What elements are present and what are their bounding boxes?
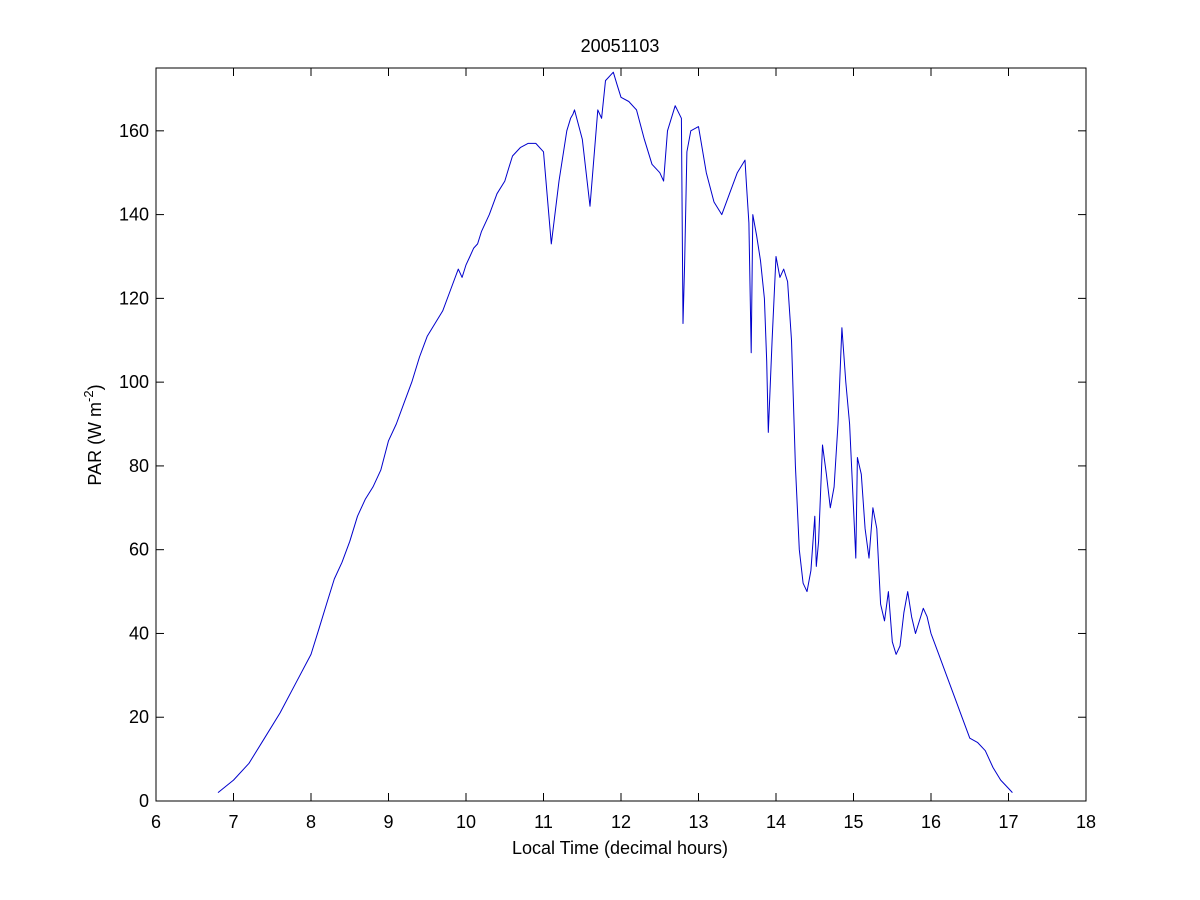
par-series-line [217, 71, 1013, 793]
x-tick-label: 11 [534, 812, 553, 832]
plot-area [155, 67, 1087, 802]
x-tick-label: 14 [766, 812, 786, 832]
y-tick-label: 80 [129, 456, 149, 476]
y-tick-label: 20 [129, 707, 149, 727]
axis-tick-labels: 6 7 8 9 10 11 12 13 14 15 16 17 18 0 20 40 60 80 100 120 140… [119, 121, 1096, 832]
x-tick-label: 8 [306, 812, 316, 832]
y-axis-label-superscript: -2 [81, 390, 96, 402]
x-tick-label: 16 [921, 812, 941, 832]
axis-ticks [155, 68, 1087, 802]
y-tick-label: 60 [129, 540, 149, 560]
x-tick-label: 10 [456, 812, 476, 832]
y-axis-label: PAR (W m-2) [81, 384, 105, 485]
y-tick-label: 160 [119, 121, 149, 141]
x-tick-label: 15 [843, 812, 863, 832]
chart-title: 20051103 [581, 36, 660, 56]
x-tick-label: 6 [151, 812, 161, 832]
x-tick-label: 9 [383, 812, 393, 832]
y-axis-label-close: ) [85, 384, 105, 390]
y-axis-label-main: PAR (W m [85, 402, 105, 486]
x-axis-label: Local Time (decimal hours) [512, 838, 728, 858]
y-tick-label: 120 [119, 288, 149, 308]
y-tick-label: 40 [129, 623, 149, 643]
y-tick-label: 100 [119, 372, 149, 392]
x-tick-label: 13 [688, 812, 708, 832]
x-tick-label: 7 [228, 812, 238, 832]
y-tick-label: 0 [139, 791, 149, 811]
x-tick-label: 17 [998, 812, 1018, 832]
x-tick-label: 12 [611, 812, 631, 832]
x-tick-label: 18 [1076, 812, 1096, 832]
y-tick-label: 140 [119, 205, 149, 225]
